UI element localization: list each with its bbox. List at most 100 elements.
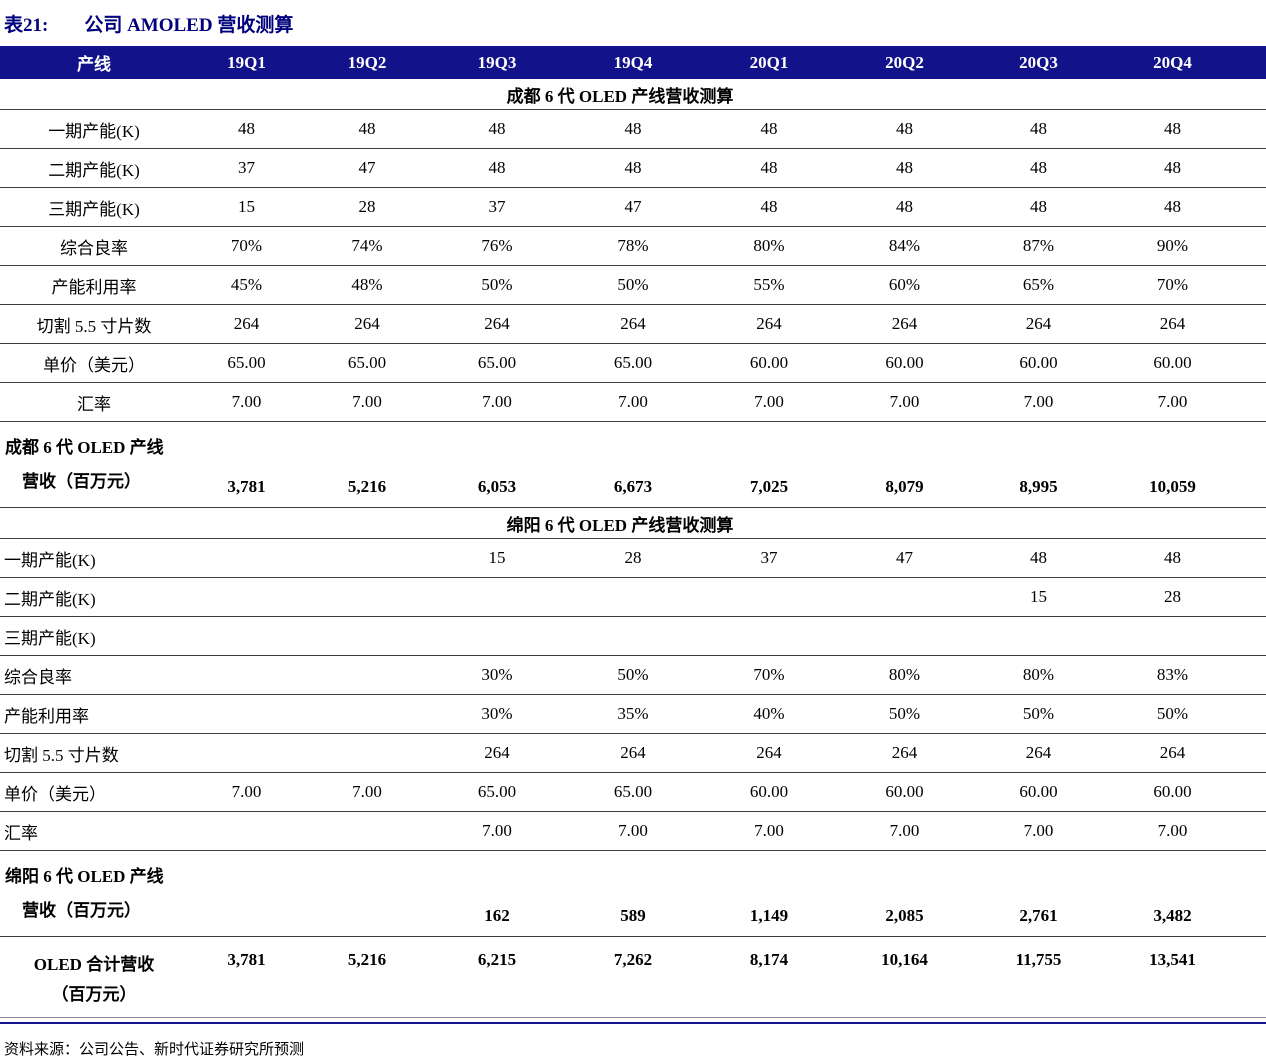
col-header-quarter: 19Q3 bbox=[429, 46, 565, 79]
cell bbox=[188, 694, 305, 734]
cell: 65.00 bbox=[565, 343, 701, 383]
cell: 7.00 bbox=[565, 382, 701, 422]
cell: 264 bbox=[565, 304, 701, 344]
cell: 80% bbox=[972, 655, 1105, 695]
table-row: 切割 5.5 寸片数 264 264 264 264 264 264 bbox=[0, 733, 1266, 773]
cell: 50% bbox=[565, 265, 701, 305]
table-row: 一期产能(K) 48 48 48 48 48 48 48 48 bbox=[0, 109, 1266, 149]
cell: 65.00 bbox=[565, 772, 701, 812]
table-caption: 表21: 公司 AMOLED 营收测算 bbox=[0, 0, 1266, 46]
cell bbox=[305, 655, 429, 695]
cell bbox=[305, 577, 429, 617]
cell: 8,995 bbox=[972, 421, 1105, 508]
row-label: 绵阳 6 代 OLED 产线 营收（百万元） bbox=[0, 850, 188, 937]
cell: 48 bbox=[837, 148, 972, 188]
cell: 65.00 bbox=[188, 343, 305, 383]
table-row: 汇率 7.00 7.00 7.00 7.00 7.00 7.00 7.00 7.… bbox=[0, 382, 1266, 422]
table-row: 一期产能(K) 15 28 37 47 48 48 bbox=[0, 538, 1266, 578]
cell: 65.00 bbox=[429, 772, 565, 812]
row-label: 单价（美元） bbox=[0, 343, 188, 383]
cell: 15 bbox=[188, 187, 305, 227]
cell: 28 bbox=[1105, 577, 1266, 617]
table-row: 汇率 7.00 7.00 7.00 7.00 7.00 7.00 bbox=[0, 811, 1266, 851]
cell: 83% bbox=[1105, 655, 1266, 695]
cell bbox=[188, 811, 305, 851]
cell: 50% bbox=[1105, 694, 1266, 734]
total-label-line2: 营收（百万元） bbox=[22, 471, 141, 491]
row-label: 切割 5.5 寸片数 bbox=[0, 733, 188, 773]
cell: 48 bbox=[972, 187, 1105, 227]
col-header-quarter: 20Q4 bbox=[1105, 46, 1266, 79]
cell: 7,262 bbox=[565, 936, 701, 1024]
cell bbox=[188, 538, 305, 578]
cell: 6,053 bbox=[429, 421, 565, 508]
cell: 15 bbox=[429, 538, 565, 578]
row-label: 二期产能(K) bbox=[0, 577, 188, 617]
cell: 50% bbox=[972, 694, 1105, 734]
table-row: 综合良率 70% 74% 76% 78% 80% 84% 87% 90% bbox=[0, 226, 1266, 266]
cell: 70% bbox=[701, 655, 837, 695]
table-row: 综合良率 30% 50% 70% 80% 80% 83% bbox=[0, 655, 1266, 695]
cell: 60.00 bbox=[972, 343, 1105, 383]
col-header-quarter: 20Q2 bbox=[837, 46, 972, 79]
cell: 74% bbox=[305, 226, 429, 266]
page-title: 公司 AMOLED 营收测算 bbox=[84, 15, 294, 36]
oled-total-revenue-row: OLED 合计营收 （百万元） 3,781 5,216 6,215 7,262 … bbox=[0, 936, 1266, 1024]
cell: 60.00 bbox=[701, 772, 837, 812]
cell: 8,174 bbox=[701, 936, 837, 1024]
cell: 87% bbox=[972, 226, 1105, 266]
cell: 10,059 bbox=[1105, 421, 1266, 508]
cell bbox=[305, 811, 429, 851]
cell: 7.00 bbox=[429, 382, 565, 422]
row-label: 一期产能(K) bbox=[0, 538, 188, 578]
row-label: OLED 合计营收 （百万元） bbox=[0, 936, 188, 1024]
cell: 264 bbox=[1105, 733, 1266, 773]
cell: 30% bbox=[429, 655, 565, 695]
col-header-quarter: 19Q1 bbox=[188, 46, 305, 79]
cell: 264 bbox=[429, 304, 565, 344]
row-label: 汇率 bbox=[0, 811, 188, 851]
section-title-chengdu: 成都 6 代 OLED 产线营收测算 bbox=[0, 79, 1266, 110]
mianyang-revenue-total-row: 绵阳 6 代 OLED 产线 营收（百万元） 162 589 1,149 2,0… bbox=[0, 850, 1266, 937]
col-header-quarter: 20Q3 bbox=[972, 46, 1105, 79]
cell: 48 bbox=[701, 148, 837, 188]
cell: 11,755 bbox=[972, 936, 1105, 1024]
cell: 40% bbox=[701, 694, 837, 734]
cell: 50% bbox=[837, 694, 972, 734]
row-label: 综合良率 bbox=[0, 655, 188, 695]
cell bbox=[701, 616, 837, 656]
cell: 60.00 bbox=[972, 772, 1105, 812]
cell: 70% bbox=[1105, 265, 1266, 305]
cell bbox=[305, 733, 429, 773]
row-label: 切割 5.5 寸片数 bbox=[0, 304, 188, 344]
table-row: 切割 5.5 寸片数 264 264 264 264 264 264 264 2… bbox=[0, 304, 1266, 344]
cell bbox=[188, 733, 305, 773]
cell bbox=[565, 577, 701, 617]
cell: 15 bbox=[972, 577, 1105, 617]
row-label: 三期产能(K) bbox=[0, 616, 188, 656]
cell: 47 bbox=[305, 148, 429, 188]
total-label-line1: 成都 6 代 OLED 产线 bbox=[5, 437, 164, 457]
cell: 48 bbox=[1105, 187, 1266, 227]
cell bbox=[188, 655, 305, 695]
cell bbox=[1105, 616, 1266, 656]
cell: 47 bbox=[565, 187, 701, 227]
row-label: 一期产能(K) bbox=[0, 109, 188, 149]
cell: 55% bbox=[701, 265, 837, 305]
cell: 65% bbox=[972, 265, 1105, 305]
cell: 35% bbox=[565, 694, 701, 734]
cell: 80% bbox=[701, 226, 837, 266]
row-label: 产能利用率 bbox=[0, 265, 188, 305]
cell: 60.00 bbox=[1105, 343, 1266, 383]
cell bbox=[188, 616, 305, 656]
cell: 5,216 bbox=[305, 936, 429, 1024]
cell: 7.00 bbox=[188, 772, 305, 812]
table-number: 表21: bbox=[4, 15, 49, 36]
cell: 50% bbox=[429, 265, 565, 305]
table-row: 产能利用率 45% 48% 50% 50% 55% 60% 65% 70% bbox=[0, 265, 1266, 305]
cell: 7.00 bbox=[305, 772, 429, 812]
cell bbox=[429, 577, 565, 617]
cell: 7.00 bbox=[837, 382, 972, 422]
cell: 264 bbox=[429, 733, 565, 773]
